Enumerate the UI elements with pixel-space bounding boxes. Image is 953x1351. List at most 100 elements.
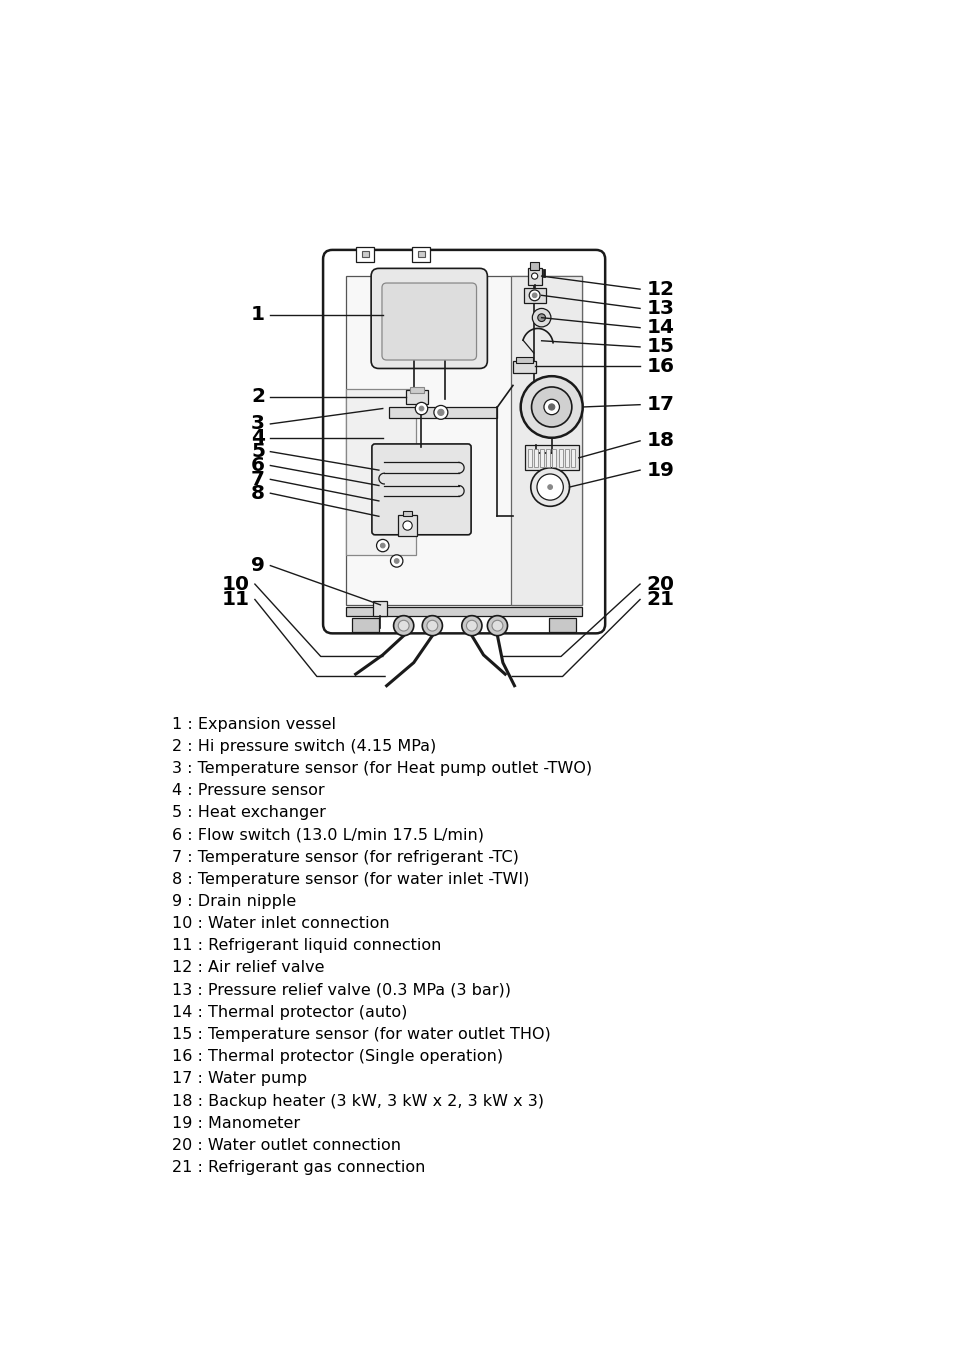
Text: 7 : Temperature sensor (for refrigerant -TC): 7 : Temperature sensor (for refrigerant …	[172, 850, 518, 865]
Circle shape	[532, 308, 550, 327]
Bar	[527, 267, 541, 285]
Text: 4: 4	[251, 428, 265, 447]
FancyBboxPatch shape	[381, 282, 476, 359]
Text: 7: 7	[251, 470, 265, 489]
Text: 8: 8	[251, 484, 265, 503]
Text: 9 : Drain nipple: 9 : Drain nipple	[172, 894, 295, 909]
Circle shape	[531, 273, 537, 280]
Circle shape	[537, 313, 545, 322]
Bar	[549, 617, 576, 632]
Text: 17 : Water pump: 17 : Water pump	[172, 1071, 307, 1086]
Circle shape	[418, 407, 423, 411]
Text: 6 : Flow switch (13.0 L/min 17.5 L/min): 6 : Flow switch (13.0 L/min 17.5 L/min)	[172, 827, 483, 843]
Circle shape	[402, 521, 412, 530]
Bar	[389, 407, 497, 417]
Bar	[412, 247, 430, 262]
Text: 18 : Backup heater (3 kW, 3 kW x 2, 3 kW x 3): 18 : Backup heater (3 kW, 3 kW x 2, 3 kW…	[172, 1093, 543, 1109]
Bar	[346, 389, 416, 555]
Circle shape	[437, 409, 443, 416]
Circle shape	[394, 616, 414, 636]
Bar	[523, 288, 545, 303]
Text: 10: 10	[221, 574, 249, 593]
Circle shape	[530, 467, 569, 507]
Circle shape	[543, 400, 558, 415]
Text: 13: 13	[645, 299, 674, 317]
Bar	[546, 449, 550, 467]
Circle shape	[380, 543, 385, 549]
Bar	[346, 607, 581, 616]
Circle shape	[427, 620, 437, 631]
Text: 6: 6	[251, 457, 265, 476]
Circle shape	[548, 404, 555, 411]
Circle shape	[466, 620, 476, 631]
Circle shape	[422, 616, 442, 636]
Bar	[346, 276, 581, 605]
Circle shape	[461, 616, 481, 636]
Circle shape	[397, 620, 409, 631]
Bar	[534, 449, 537, 467]
Text: 2: 2	[251, 388, 265, 407]
Bar	[530, 262, 538, 270]
Text: 11: 11	[221, 590, 249, 609]
FancyBboxPatch shape	[371, 269, 487, 369]
Bar	[373, 601, 387, 616]
Bar	[516, 357, 533, 363]
Text: 21: 21	[645, 590, 674, 609]
Text: 9: 9	[251, 557, 265, 576]
Bar	[361, 251, 369, 257]
Text: 10 : Water inlet connection: 10 : Water inlet connection	[172, 916, 389, 931]
Text: 16: 16	[645, 357, 674, 376]
Text: 15: 15	[645, 338, 674, 357]
Text: 3: 3	[251, 415, 265, 434]
Text: 19: 19	[645, 461, 674, 480]
Text: 8 : Temperature sensor (for water inlet -TWI): 8 : Temperature sensor (for water inlet …	[172, 871, 529, 886]
Bar	[571, 449, 575, 467]
Circle shape	[537, 474, 562, 500]
Bar	[406, 390, 427, 404]
Bar	[539, 449, 543, 467]
Circle shape	[415, 403, 427, 415]
Circle shape	[394, 559, 398, 563]
Text: 15 : Temperature sensor (for water outlet THO): 15 : Temperature sensor (for water outle…	[172, 1027, 550, 1042]
Text: 14 : Thermal protector (auto): 14 : Thermal protector (auto)	[172, 1005, 407, 1020]
Bar	[527, 449, 531, 467]
Text: 1 : Expansion vessel: 1 : Expansion vessel	[172, 716, 335, 731]
Circle shape	[529, 290, 539, 301]
Circle shape	[376, 539, 389, 551]
Text: 11 : Refrigerant liquid connection: 11 : Refrigerant liquid connection	[172, 939, 441, 954]
Text: 19 : Manometer: 19 : Manometer	[172, 1116, 300, 1131]
Bar	[402, 511, 412, 516]
Circle shape	[531, 386, 571, 427]
Text: 12 : Air relief valve: 12 : Air relief valve	[172, 961, 324, 975]
Bar	[564, 449, 568, 467]
Text: 16 : Thermal protector (Single operation): 16 : Thermal protector (Single operation…	[172, 1050, 502, 1065]
Text: 12: 12	[645, 280, 674, 299]
Text: 2 : Hi pressure switch (4.15 MPa): 2 : Hi pressure switch (4.15 MPa)	[172, 739, 436, 754]
Text: 13 : Pressure relief valve (0.3 MPa (3 bar)): 13 : Pressure relief valve (0.3 MPa (3 b…	[172, 982, 511, 997]
Bar	[558, 449, 562, 467]
Bar	[552, 449, 556, 467]
Bar	[397, 515, 416, 536]
Circle shape	[390, 555, 402, 567]
Text: 5 : Heat exchanger: 5 : Heat exchanger	[172, 805, 326, 820]
Bar	[410, 386, 423, 393]
Circle shape	[492, 620, 502, 631]
Bar	[513, 361, 536, 373]
Text: 3 : Temperature sensor (for Heat pump outlet -TWO): 3 : Temperature sensor (for Heat pump ou…	[172, 761, 592, 775]
Text: 1: 1	[251, 305, 265, 324]
Text: 18: 18	[645, 431, 674, 450]
Bar	[356, 247, 374, 262]
FancyBboxPatch shape	[372, 444, 471, 535]
Bar	[510, 276, 581, 605]
Bar	[417, 251, 424, 257]
Bar	[352, 617, 378, 632]
Text: 17: 17	[645, 396, 674, 415]
FancyBboxPatch shape	[323, 250, 604, 634]
Circle shape	[520, 376, 582, 438]
Circle shape	[434, 405, 447, 419]
Text: 21 : Refrigerant gas connection: 21 : Refrigerant gas connection	[172, 1161, 425, 1175]
Text: 20: 20	[645, 574, 674, 593]
Circle shape	[532, 293, 537, 297]
Circle shape	[547, 485, 552, 489]
Bar	[524, 446, 578, 470]
